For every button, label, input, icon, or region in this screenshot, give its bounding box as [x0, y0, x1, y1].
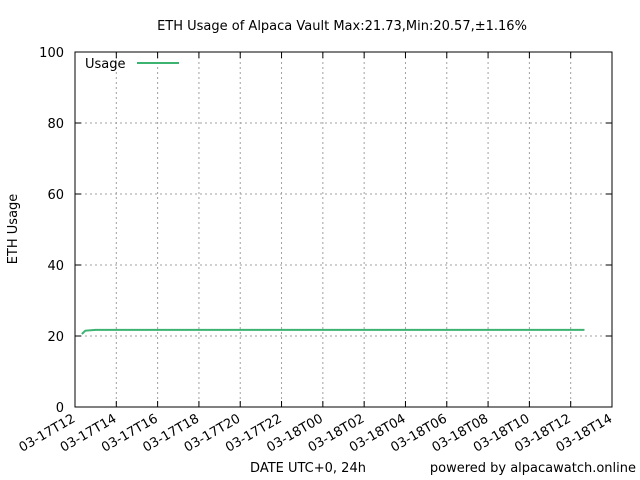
y-tick-label: 40 [47, 259, 64, 274]
y-tick-label: 0 [56, 401, 64, 416]
x-axis-ticks: 03-17T1203-17T1403-17T1603-17T1803-17T20… [17, 52, 615, 456]
legend: Usage [85, 57, 179, 72]
y-tick-label: 20 [47, 330, 64, 345]
plot-frame [74, 51, 613, 408]
x-axis-label: DATE UTC+0, 24h [250, 461, 366, 476]
legend-label-usage: Usage [85, 57, 126, 72]
credit-text: powered by alpacawatch.online [430, 461, 636, 476]
y-axis-label: ETH Usage [6, 194, 21, 265]
chart-title: ETH Usage of Alpaca Vault Max:21.73,Min:… [157, 19, 527, 34]
series-layer [81, 328, 585, 335]
series-line-usage [81, 328, 585, 335]
y-tick-label: 100 [39, 46, 64, 61]
y-tick-label: 60 [47, 188, 64, 203]
y-tick-label: 80 [47, 117, 64, 132]
grid [75, 52, 612, 407]
y-axis-ticks: 0 20 40 60 80 100 [39, 46, 612, 416]
